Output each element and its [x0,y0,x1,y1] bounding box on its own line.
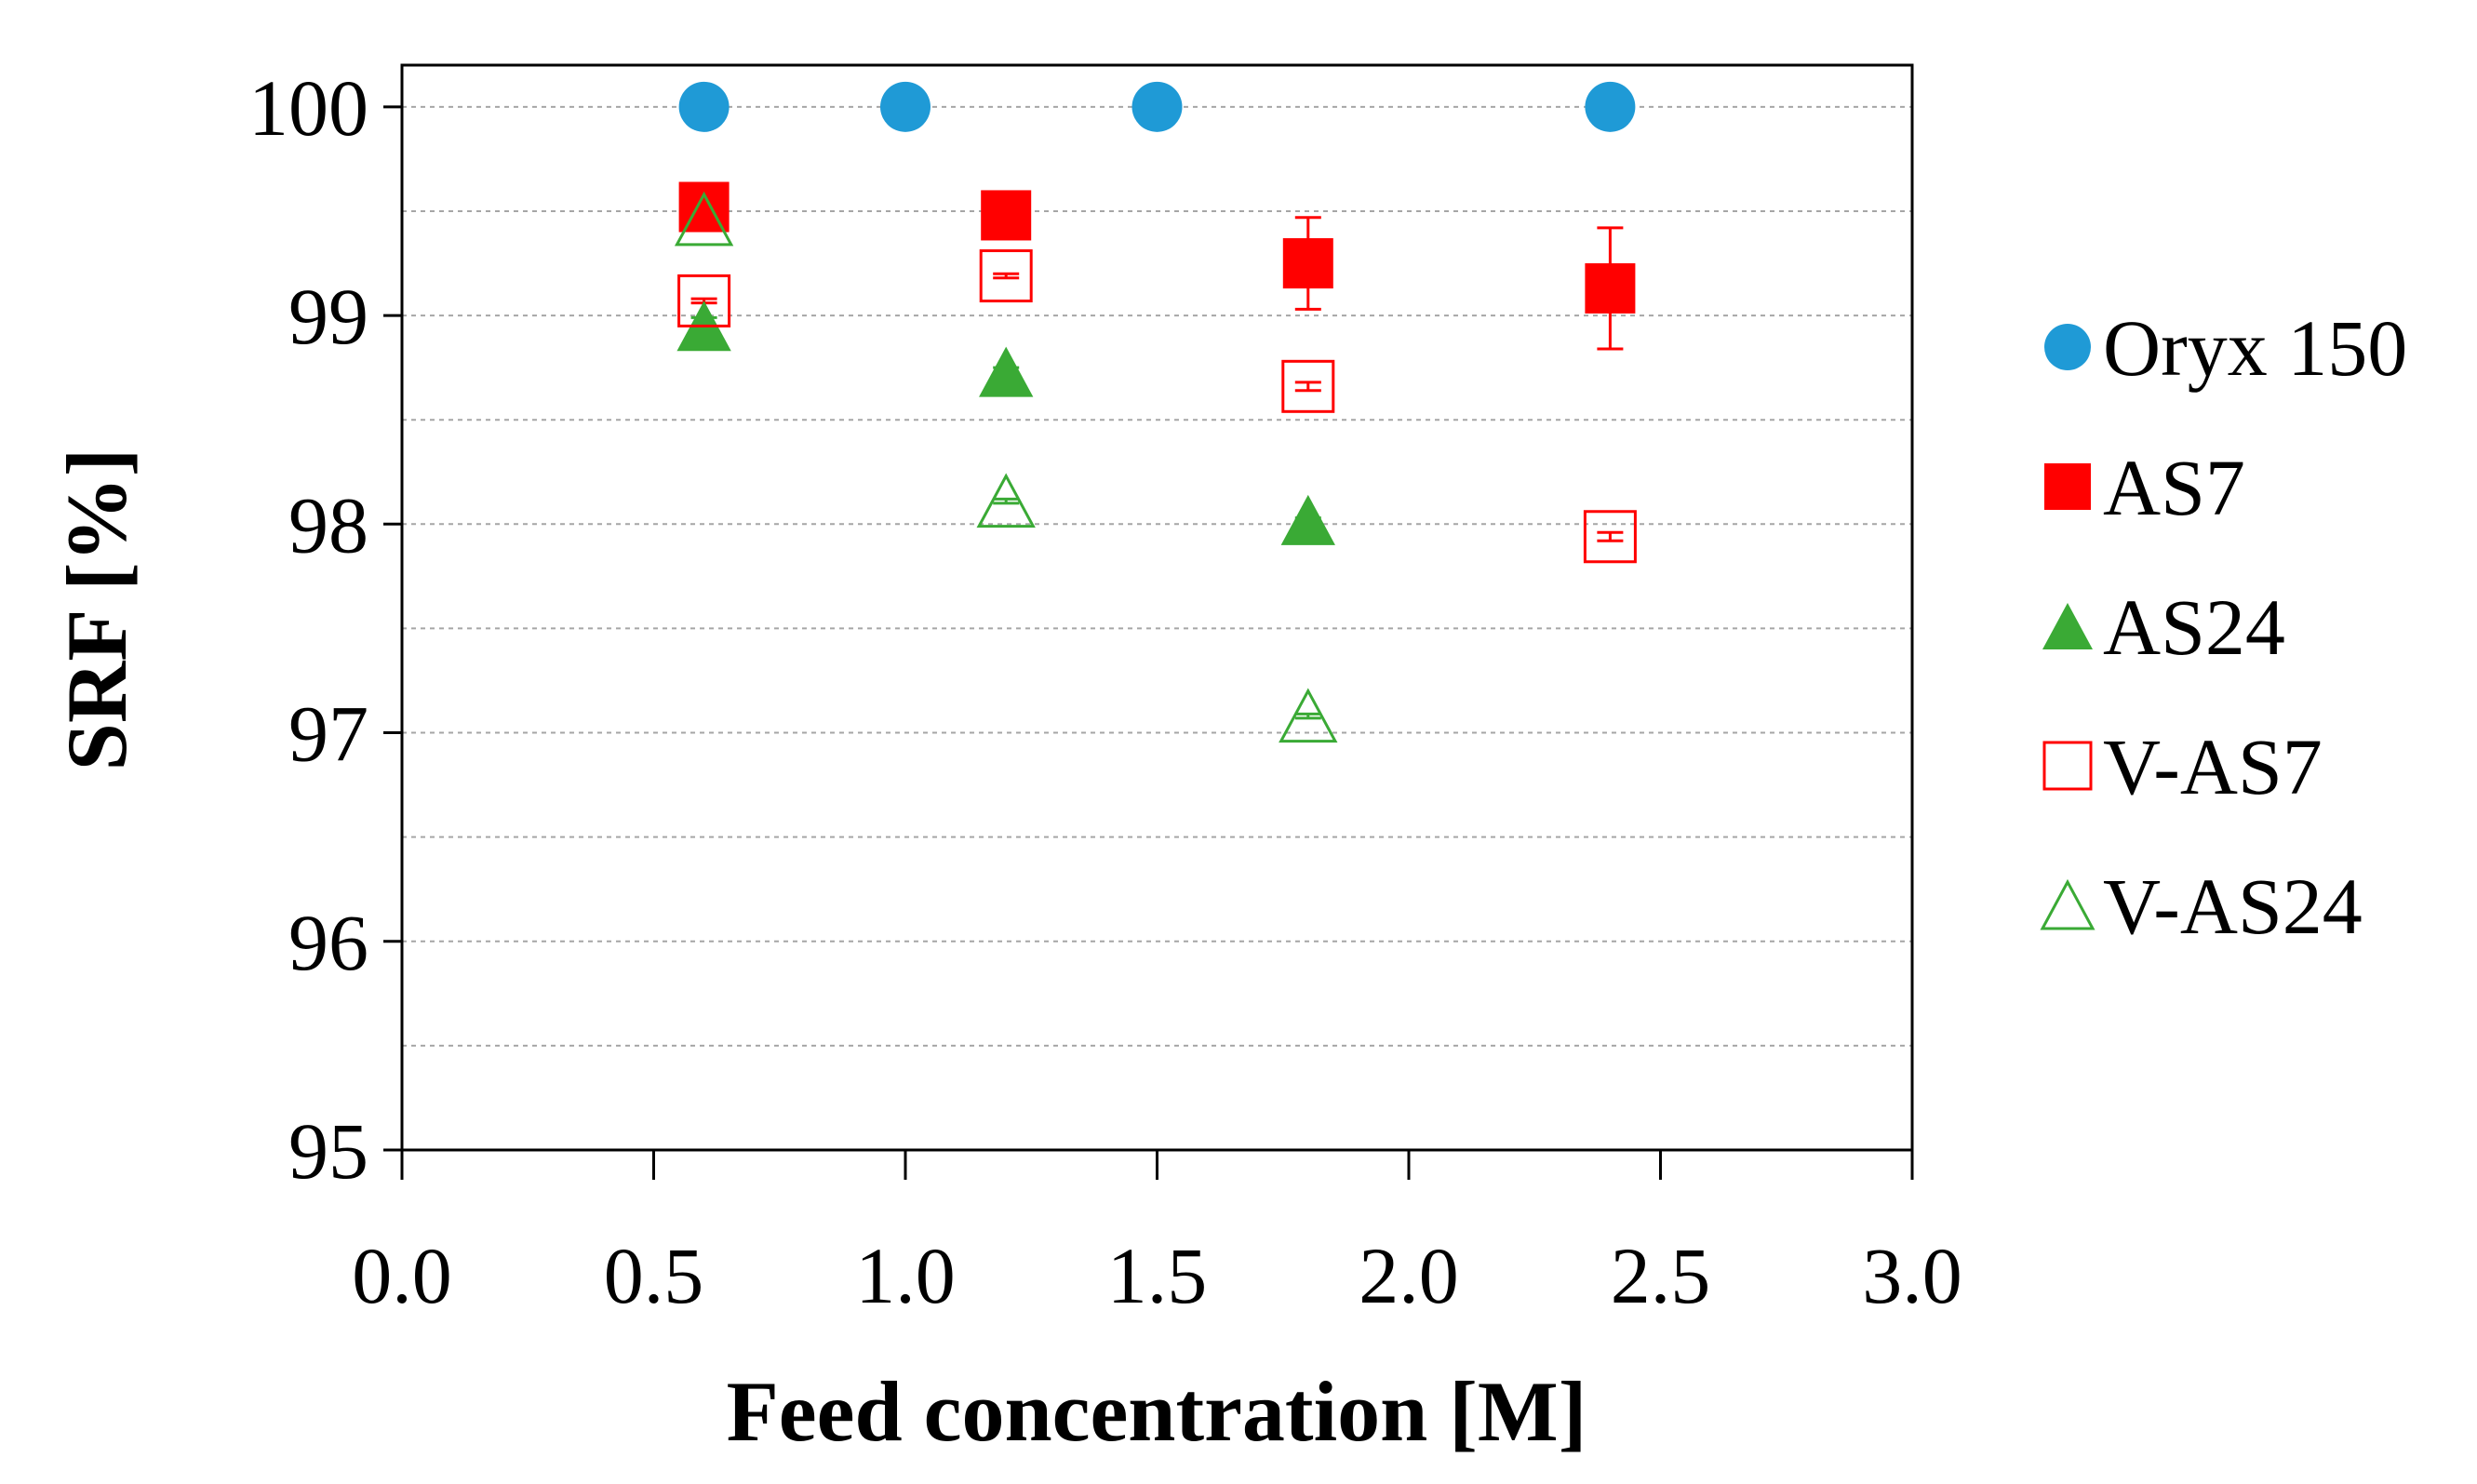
legend-v-as24-marker [2040,878,2095,930]
x-tick-label: 2.0 [1359,1231,1459,1320]
y-tick-label: 97 [288,689,368,779]
as7-point [981,190,1032,241]
axis-ticks [383,105,1914,1180]
oryx-150-point [880,81,931,132]
legend-v-as24-label: V-AS24 [2103,862,2363,951]
as7-point [1585,262,1636,314]
legend-oryx-150-marker [2044,324,2091,370]
x-tick-label: 1.0 [855,1231,956,1320]
x-tick-label: 0.0 [352,1231,452,1320]
v-as7-point [677,274,731,328]
as24-point [1280,494,1335,545]
as7-point [1282,238,1333,289]
v-as7-point [979,248,1033,302]
y-tick-label: 100 [248,63,368,153]
legend-as24-label: AS24 [2103,582,2285,672]
x-tick-labels: 0.0 0.5 1.0 1.5 2.0 2.5 3.0 [352,1231,1962,1320]
oryx-150-point [1585,81,1636,132]
y-tick-labels: 95 96 97 98 99 100 [248,63,368,1196]
legend: Oryx 150 AS7 AS24 V-AS7 V-AS24 [2040,303,2407,951]
as24-point [979,346,1034,397]
legend-v-as7-marker [2042,741,2093,791]
v-as24-point [674,191,734,247]
legend-v-as7-label: V-AS7 [2103,722,2323,811]
data-markers [674,81,1637,743]
x-tick-label: 3.0 [1862,1231,1962,1320]
legend-as7-marker [2044,463,2091,510]
y-tick-label: 95 [288,1106,368,1196]
v-as24-point [976,473,1036,528]
v-as7-point [1583,510,1637,564]
y-tick-label: 96 [288,898,368,987]
x-tick-label: 2.5 [1611,1231,1711,1320]
error-bars [690,201,1624,720]
plot-area-frame [400,63,1914,1152]
y-tick-label: 98 [288,480,368,569]
y-tick-label: 99 [288,272,368,361]
oryx-150-point [1131,81,1183,132]
y-axis-label: SRF [%] [49,448,144,771]
x-axis-label: Feed concentration [M] [727,1364,1587,1459]
grid-lines [402,105,1912,1047]
v-as24-point [1279,688,1338,743]
x-tick-label: 1.5 [1107,1231,1208,1320]
oryx-150-point [678,81,730,132]
v-as7-point [1281,359,1335,413]
x-tick-label: 0.5 [604,1231,704,1320]
legend-as7-label: AS7 [2103,443,2245,532]
legend-oryx-150-label: Oryx 150 [2103,303,2407,393]
legend-as24-marker [2042,603,2093,649]
